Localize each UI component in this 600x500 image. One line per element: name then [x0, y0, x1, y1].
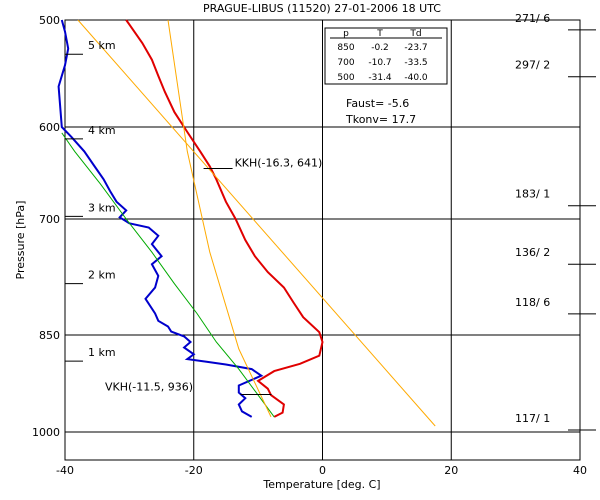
table-cell: -10.7 — [368, 58, 391, 68]
x-axis-label: Temperature [deg. C] — [262, 478, 380, 491]
y-tick-label: 700 — [39, 213, 60, 226]
series-line — [125, 19, 324, 418]
series-line — [77, 19, 436, 427]
table-cell: -0.2 — [371, 43, 389, 53]
km-label: 3 km — [88, 201, 116, 214]
series-lines — [57, 19, 436, 427]
x-tick-label: -20 — [185, 464, 203, 477]
table-cell: -40.0 — [404, 73, 428, 83]
table-cell: 850 — [337, 43, 354, 53]
info-table: p T Td 850 -0.2 -23.7 700 -10.7 -33.5 50… — [324, 27, 448, 85]
series-line — [167, 19, 272, 418]
wind-label: 183/ 1 — [515, 188, 550, 201]
vkh-label: VKH(-11.5, 936) — [105, 381, 193, 394]
x-tick-label: 20 — [444, 464, 458, 477]
y-tick-label: 850 — [39, 329, 60, 342]
info-table-frame — [324, 27, 448, 85]
y-tick-label: 1000 — [32, 426, 60, 439]
wind-label: 136/ 2 — [515, 246, 550, 259]
table-header-p: p — [343, 29, 349, 39]
faust-label: Faust= -5.6 — [346, 97, 409, 110]
x-tick-label: 0 — [319, 464, 326, 477]
chart-title: PRAGUE-LIBUS (11520) 27-01-2006 18 UTC — [203, 2, 441, 15]
wind-label: 118/ 6 — [515, 296, 550, 309]
table-cell: -23.7 — [404, 43, 427, 53]
km-label: 1 km — [88, 346, 116, 359]
table-cell: -31.4 — [368, 73, 392, 83]
wind-label: 271/ 6 — [515, 12, 550, 25]
axis-ticks: -40 -20 0 20 40 500 600 700 850 1000 — [32, 14, 587, 477]
tkonv-label: Tkonv= 17.7 — [345, 113, 416, 126]
kkh-label: KKH(-16.3, 641) — [235, 156, 323, 169]
table-cell: 500 — [337, 73, 354, 83]
grid — [65, 20, 580, 460]
x-tick-label: -40 — [56, 464, 74, 477]
km-label: 5 km — [88, 39, 116, 52]
annotations: 5 km 4 km 3 km 2 km 1 km KKH(-16.3, 641) VKH(-… — [65, 12, 596, 431]
table-cell: -33.5 — [404, 58, 427, 68]
table-header-td: Td — [409, 29, 421, 39]
y-axis-label: Pressure [hPa] — [14, 201, 27, 280]
series-line — [57, 19, 264, 418]
table-header-t: T — [376, 29, 383, 39]
series-line — [61, 132, 275, 418]
km-label: 4 km — [88, 124, 116, 137]
y-tick-label: 600 — [39, 121, 60, 134]
y-tick-label: 500 — [39, 14, 60, 27]
table-cell: 700 — [337, 58, 354, 68]
wind-label: 117/ 1 — [515, 412, 550, 425]
wind-label: 297/ 2 — [515, 59, 550, 72]
km-label: 2 km — [88, 269, 116, 282]
x-tick-label: 40 — [573, 464, 587, 477]
